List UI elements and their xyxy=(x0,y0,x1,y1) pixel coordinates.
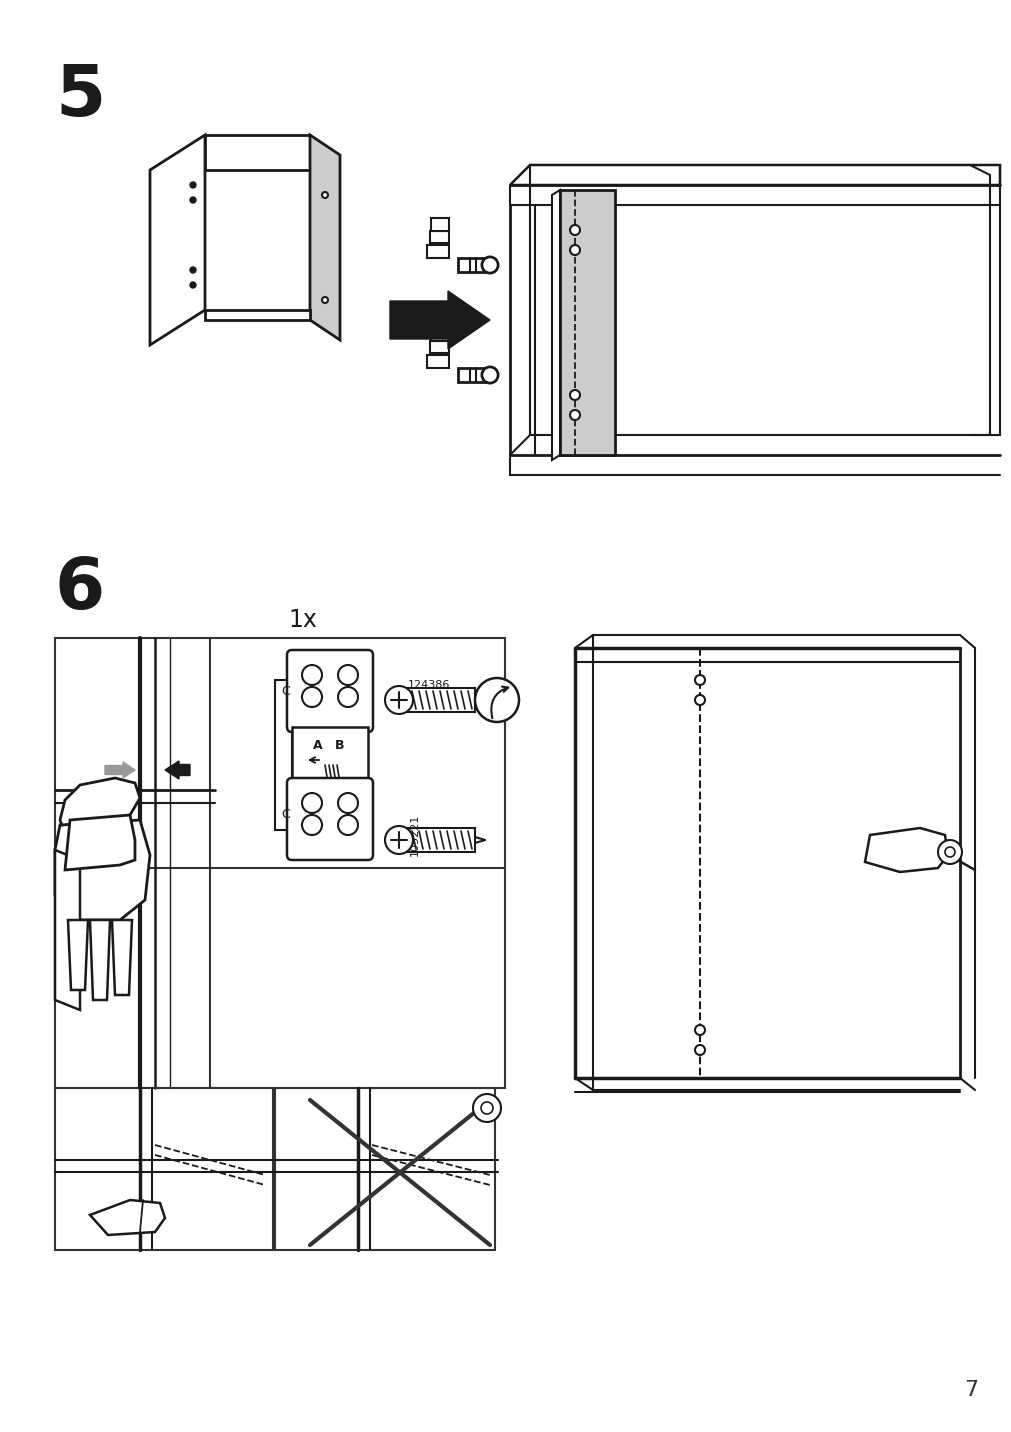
Polygon shape xyxy=(205,309,309,319)
Circle shape xyxy=(190,198,196,203)
Circle shape xyxy=(301,793,321,813)
Circle shape xyxy=(472,1094,500,1123)
Polygon shape xyxy=(431,328,449,341)
Circle shape xyxy=(338,793,358,813)
Text: 6: 6 xyxy=(55,556,105,624)
Polygon shape xyxy=(309,135,340,339)
Bar xyxy=(406,828,474,852)
Text: B: B xyxy=(335,739,345,752)
Circle shape xyxy=(569,225,579,235)
Circle shape xyxy=(190,182,196,188)
Polygon shape xyxy=(112,919,131,995)
Circle shape xyxy=(695,695,705,705)
Polygon shape xyxy=(90,1200,165,1234)
Bar xyxy=(55,1088,273,1250)
Polygon shape xyxy=(427,245,449,258)
Circle shape xyxy=(321,192,328,198)
Polygon shape xyxy=(275,680,292,831)
Polygon shape xyxy=(864,828,947,872)
Bar xyxy=(55,639,504,1088)
Circle shape xyxy=(338,664,358,684)
Circle shape xyxy=(481,256,497,274)
Polygon shape xyxy=(55,821,150,919)
Circle shape xyxy=(190,282,196,288)
Polygon shape xyxy=(205,135,309,170)
Polygon shape xyxy=(65,815,134,871)
Polygon shape xyxy=(90,919,110,1000)
Circle shape xyxy=(301,815,321,835)
Circle shape xyxy=(384,826,412,853)
Text: 124386: 124386 xyxy=(407,680,450,690)
Circle shape xyxy=(301,664,321,684)
Text: 7: 7 xyxy=(962,1380,977,1400)
Polygon shape xyxy=(551,190,559,460)
Circle shape xyxy=(338,687,358,707)
Circle shape xyxy=(569,245,579,255)
Polygon shape xyxy=(55,851,80,1010)
Polygon shape xyxy=(458,258,489,272)
FancyArrow shape xyxy=(105,762,134,778)
Polygon shape xyxy=(458,368,489,382)
Circle shape xyxy=(695,674,705,684)
Polygon shape xyxy=(68,919,88,990)
FancyBboxPatch shape xyxy=(287,650,373,732)
Text: 1x: 1x xyxy=(288,609,317,632)
Polygon shape xyxy=(427,355,449,368)
Polygon shape xyxy=(431,218,449,231)
Polygon shape xyxy=(430,231,449,243)
FancyArrow shape xyxy=(165,760,190,779)
Circle shape xyxy=(695,1045,705,1055)
Polygon shape xyxy=(510,165,999,185)
Bar xyxy=(275,1088,494,1250)
Circle shape xyxy=(190,266,196,274)
Circle shape xyxy=(301,687,321,707)
Text: 109221: 109221 xyxy=(409,813,420,856)
Circle shape xyxy=(937,841,961,863)
Circle shape xyxy=(944,846,954,856)
Text: C: C xyxy=(281,808,290,821)
Circle shape xyxy=(481,367,497,384)
Text: 5: 5 xyxy=(55,62,105,130)
Bar xyxy=(406,687,474,712)
Polygon shape xyxy=(292,727,368,783)
Circle shape xyxy=(338,815,358,835)
FancyArrow shape xyxy=(389,291,489,349)
FancyBboxPatch shape xyxy=(287,778,373,861)
Circle shape xyxy=(384,686,412,715)
Circle shape xyxy=(695,1025,705,1035)
Circle shape xyxy=(569,410,579,420)
Circle shape xyxy=(480,1103,492,1114)
Circle shape xyxy=(321,296,328,304)
Polygon shape xyxy=(430,341,449,354)
Text: C: C xyxy=(281,684,290,697)
Text: A: A xyxy=(312,739,323,752)
Polygon shape xyxy=(559,190,615,455)
Circle shape xyxy=(569,390,579,400)
Polygon shape xyxy=(150,135,205,345)
Circle shape xyxy=(474,677,519,722)
Polygon shape xyxy=(60,778,140,825)
